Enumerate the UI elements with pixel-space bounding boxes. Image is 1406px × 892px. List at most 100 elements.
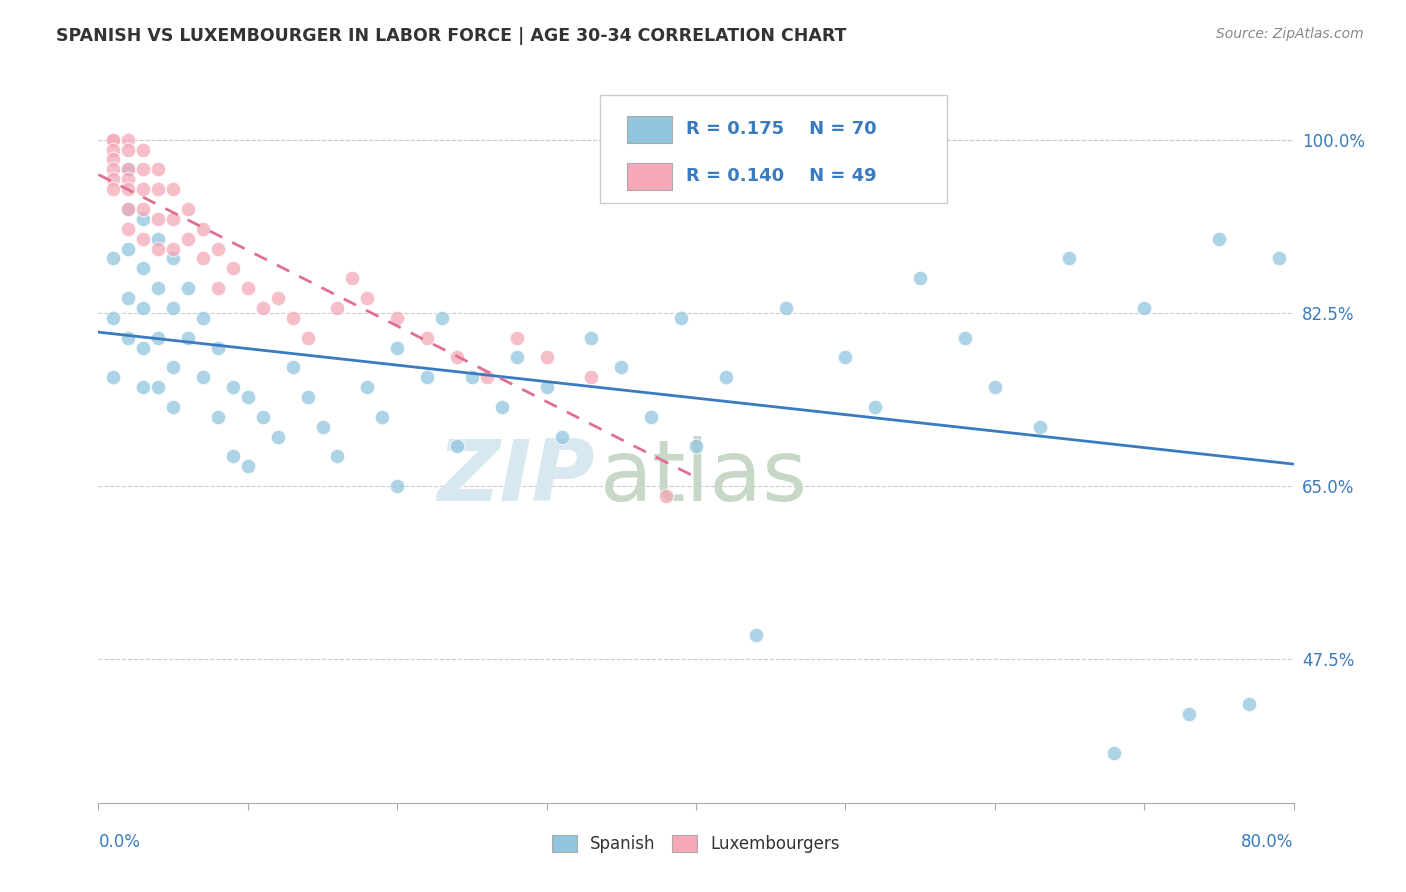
Text: 80.0%: 80.0% [1241, 833, 1294, 851]
Point [103, 252, 125, 266]
Point [1104, 747, 1126, 761]
Point [908, 271, 931, 285]
Point [162, 182, 184, 196]
Point [536, 351, 558, 365]
Point [207, 281, 229, 295]
Point [117, 242, 139, 256]
Point [281, 310, 304, 325]
Point [714, 370, 737, 384]
Text: Source: ZipAtlas.com: Source: ZipAtlas.com [1216, 27, 1364, 41]
Point [371, 409, 394, 424]
Point [117, 143, 139, 157]
FancyBboxPatch shape [627, 162, 672, 190]
Point [177, 202, 200, 216]
Point [236, 390, 259, 404]
Point [252, 409, 274, 424]
Point [132, 162, 155, 177]
Point [148, 162, 170, 177]
Text: atlas: atlas [600, 436, 808, 519]
Point [103, 310, 125, 325]
Point [132, 301, 155, 315]
Point [148, 232, 170, 246]
Point [207, 341, 229, 355]
Point [416, 330, 439, 344]
Point [475, 370, 498, 384]
Point [222, 261, 245, 276]
Point [117, 291, 139, 305]
Point [446, 440, 468, 454]
Point [430, 310, 453, 325]
Point [834, 351, 856, 365]
Point [117, 330, 139, 344]
Point [103, 162, 125, 177]
Point [132, 202, 155, 216]
Point [191, 310, 214, 325]
Point [162, 211, 184, 226]
Point [117, 162, 139, 177]
Point [640, 409, 662, 424]
Text: SPANISH VS LUXEMBOURGER IN LABOR FORCE | AGE 30-34 CORRELATION CHART: SPANISH VS LUXEMBOURGER IN LABOR FORCE |… [56, 27, 846, 45]
Point [1178, 706, 1201, 721]
Point [550, 429, 572, 443]
Point [191, 370, 214, 384]
Point [536, 380, 558, 394]
Point [281, 360, 304, 375]
Point [207, 409, 229, 424]
Point [953, 330, 976, 344]
Point [103, 133, 125, 147]
Point [385, 341, 409, 355]
Point [117, 133, 139, 147]
Point [132, 341, 155, 355]
Point [148, 182, 170, 196]
Point [103, 182, 125, 196]
Point [132, 143, 155, 157]
Point [177, 281, 200, 295]
Text: R = 0.140    N = 49: R = 0.140 N = 49 [686, 168, 877, 186]
Point [655, 489, 678, 503]
Point [252, 301, 274, 315]
Point [222, 450, 245, 464]
Point [148, 330, 170, 344]
Point [775, 301, 797, 315]
Point [117, 182, 139, 196]
Point [326, 450, 349, 464]
Point [117, 202, 139, 216]
Point [162, 301, 184, 315]
Point [1028, 419, 1050, 434]
Point [491, 400, 513, 414]
Point [416, 370, 439, 384]
Point [132, 380, 155, 394]
Point [103, 370, 125, 384]
Point [326, 301, 349, 315]
Point [581, 330, 603, 344]
Point [177, 232, 200, 246]
Point [148, 211, 170, 226]
Point [1133, 301, 1156, 315]
Point [311, 419, 333, 434]
Point [984, 380, 1007, 394]
Point [745, 627, 768, 641]
Point [236, 281, 259, 295]
Point [669, 310, 692, 325]
Text: R = 0.175    N = 70: R = 0.175 N = 70 [686, 120, 877, 138]
FancyBboxPatch shape [627, 116, 672, 143]
Point [162, 360, 184, 375]
Point [132, 261, 155, 276]
Point [117, 162, 139, 177]
Point [1267, 252, 1289, 266]
Text: 0.0%: 0.0% [98, 833, 141, 851]
Point [461, 370, 484, 384]
FancyBboxPatch shape [600, 95, 948, 203]
Point [267, 291, 290, 305]
Point [191, 221, 214, 235]
Point [446, 351, 468, 365]
Point [132, 232, 155, 246]
Point [148, 242, 170, 256]
Point [581, 370, 603, 384]
Point [103, 143, 125, 157]
Point [1059, 252, 1081, 266]
Point [177, 330, 200, 344]
Point [356, 291, 378, 305]
Point [610, 360, 633, 375]
Point [1237, 697, 1260, 711]
